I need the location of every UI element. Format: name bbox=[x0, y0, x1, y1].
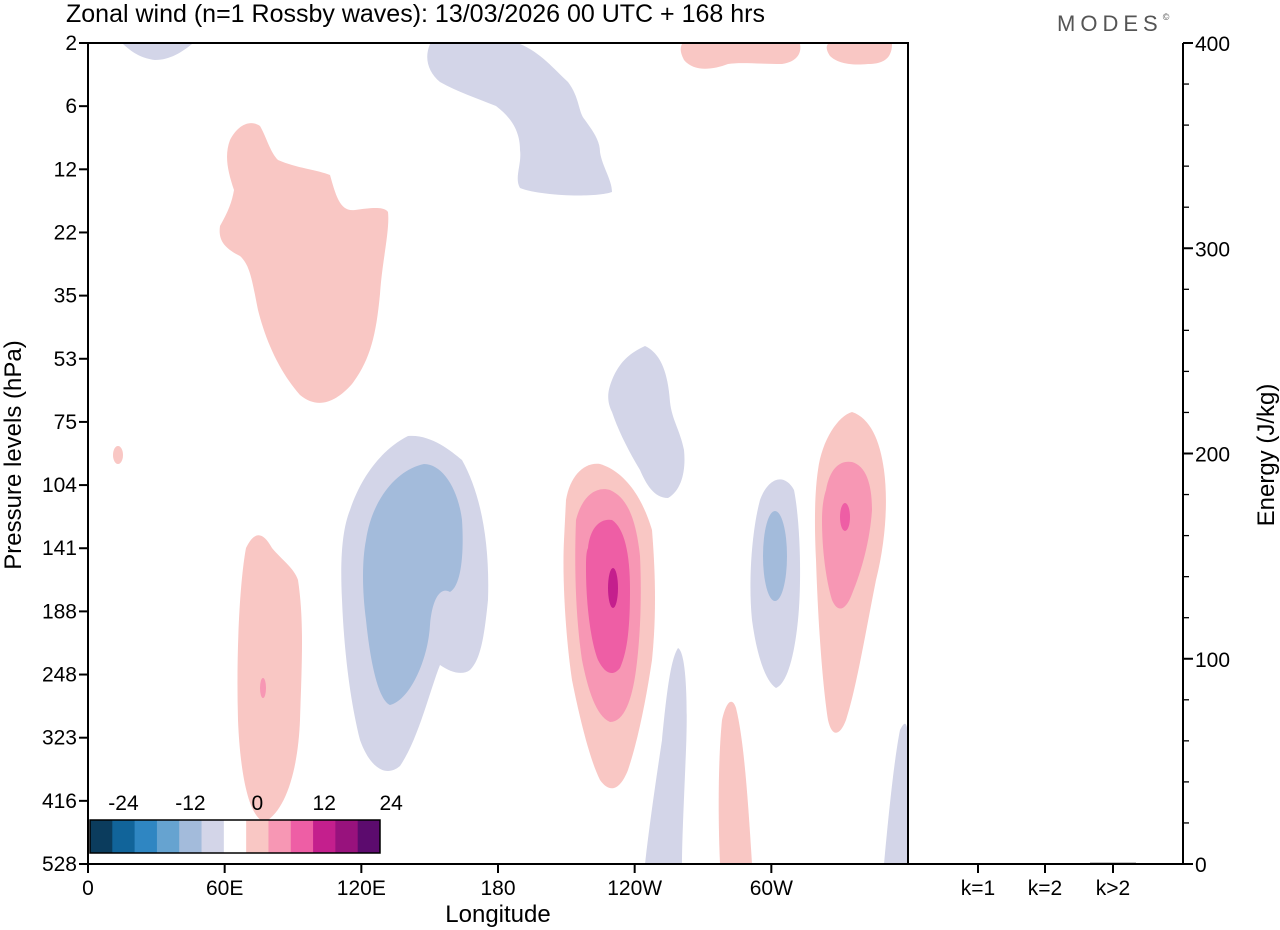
anomaly-blob-pos1-top-center bbox=[680, 44, 801, 69]
y-tick-label: 188 bbox=[42, 600, 77, 623]
y-tick-label: 75 bbox=[54, 411, 77, 434]
energy-tick-label: 200 bbox=[1195, 444, 1230, 467]
x-tick-label: 60W bbox=[750, 877, 793, 900]
energy-category-label: k=1 bbox=[961, 877, 995, 900]
anomaly-blob-neg1-upper-center bbox=[427, 44, 612, 196]
energy-bar bbox=[1090, 862, 1136, 864]
colorbar-swatch bbox=[357, 820, 381, 853]
x-tick-label: 60E bbox=[206, 877, 243, 900]
y-tick-label: 416 bbox=[42, 790, 77, 813]
x-axis-label: Longitude bbox=[445, 901, 550, 928]
colorbar-swatch bbox=[201, 820, 225, 853]
colorbar-swatch bbox=[179, 820, 203, 853]
colorbar-swatch bbox=[268, 820, 292, 853]
anomaly-blob-neg1-top-left bbox=[123, 44, 192, 60]
energy-categories: k=1 k=2 k>2 bbox=[961, 864, 1130, 900]
y-tick-label: 35 bbox=[54, 285, 77, 308]
colorbar-swatch bbox=[112, 820, 136, 853]
energy-bar bbox=[1022, 863, 1068, 865]
x-tick-label: 120E bbox=[337, 877, 386, 900]
colorbar-swatch bbox=[246, 820, 269, 853]
y-tick-label: 141 bbox=[42, 537, 77, 560]
anomaly-blob-pos1-top-right bbox=[826, 44, 892, 65]
pressure-axis: 2 6 12 22 35 53 75 104 141 188 248 323 416 528 bbox=[42, 32, 88, 876]
colorbar-label: 12 bbox=[313, 792, 336, 815]
longitude-axis: 0 60E 120E 180 120W 60W bbox=[82, 864, 793, 900]
y-tick-label: 22 bbox=[54, 221, 77, 244]
energy-bars bbox=[955, 862, 1136, 865]
x-tick-label: 120W bbox=[607, 877, 662, 900]
x-tick-label: 180 bbox=[480, 877, 515, 900]
y-tick-label: 6 bbox=[65, 95, 77, 118]
anomaly-blob-pos3-right bbox=[840, 503, 850, 531]
colorbar-swatch bbox=[134, 820, 158, 853]
anomaly-blob-pos2-right bbox=[822, 461, 872, 609]
energy-tick-label: 300 bbox=[1195, 238, 1230, 261]
energy-axis: 0 100 200 300 400 bbox=[1183, 33, 1230, 877]
colorbar-swatch bbox=[223, 820, 247, 853]
heatmap-panel: 2 6 12 22 35 53 75 104 141 188 248 323 416 528 0 60E 12… bbox=[0, 32, 909, 928]
colorbar-label: 24 bbox=[379, 792, 403, 815]
anomaly-blob-pos4-center bbox=[608, 568, 618, 608]
y-tick-label: 248 bbox=[42, 664, 77, 687]
energy-panel: 0 100 200 300 400 k=1 k=2 k>2 Energy (J/kg) bbox=[908, 33, 1280, 900]
heatmap-frame bbox=[87, 42, 909, 865]
colorbar-label: -12 bbox=[175, 792, 205, 815]
colorbar-swatch bbox=[156, 820, 180, 853]
colorbar-label: -24 bbox=[108, 792, 139, 815]
anomaly-blob-neg1-far-right bbox=[884, 723, 907, 864]
brand-mark: © bbox=[1163, 12, 1170, 22]
energy-tick-label: 0 bbox=[1195, 854, 1207, 877]
colorbar-swatch bbox=[335, 820, 359, 853]
colorbar-swatch bbox=[290, 820, 314, 853]
energy-category-label: k=2 bbox=[1028, 877, 1062, 900]
y-tick-label: 528 bbox=[42, 853, 77, 876]
anomaly-blob-pos3-center bbox=[586, 519, 630, 674]
y-tick-label: 12 bbox=[54, 158, 77, 181]
chart-title: Zonal wind (n=1 Rossby waves): 13/03/202… bbox=[66, 0, 765, 28]
brand-logo: MODES© bbox=[1057, 11, 1170, 36]
y-tick-label: 53 bbox=[54, 348, 77, 371]
contour-fields bbox=[113, 44, 907, 864]
anomaly-blob-pos1-lower-center bbox=[718, 701, 752, 864]
anomaly-blob-neg2-right bbox=[763, 511, 787, 601]
y-tick-label: 323 bbox=[42, 727, 77, 750]
energy-category-label: k>2 bbox=[1096, 877, 1130, 900]
anomaly-blob-neg1-center bbox=[608, 346, 685, 498]
anomaly-blob-neg2-mid-left bbox=[363, 464, 463, 705]
anomaly-blob-pos1-left-mid bbox=[237, 535, 302, 822]
colorbar-swatch bbox=[90, 820, 113, 853]
x-tick-label: 0 bbox=[82, 877, 94, 900]
colorbar-frame bbox=[89, 819, 381, 854]
y-tick-label: 104 bbox=[42, 474, 77, 497]
energy-tick-label: 400 bbox=[1195, 33, 1230, 56]
anomaly-blob-pos1-dot bbox=[113, 446, 123, 464]
energy-axis-label: Energy (J/kg) bbox=[1253, 384, 1280, 527]
anomaly-blob-neg1-lower-center bbox=[645, 648, 687, 864]
energy-bar bbox=[955, 863, 1001, 865]
brand-name: MODES bbox=[1057, 11, 1163, 36]
y-tick-label: 2 bbox=[65, 32, 77, 55]
anomaly-blob-pos1-upper-left bbox=[219, 123, 389, 403]
colorbar-label: 0 bbox=[251, 792, 263, 815]
colorbar: -24 -12 0 12 24 bbox=[89, 792, 403, 854]
y-axis-label: Pressure levels (hPa) bbox=[0, 340, 27, 569]
colorbar-swatch bbox=[313, 820, 336, 853]
anomaly-blob-pos2-left-mid bbox=[260, 678, 266, 698]
energy-tick-label: 100 bbox=[1195, 649, 1230, 672]
